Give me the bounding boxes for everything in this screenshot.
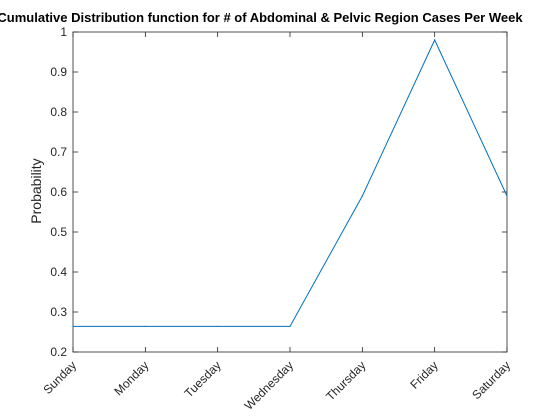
y-tick-label: 0.5 [50, 225, 67, 239]
data-point [289, 325, 291, 327]
x-tick-label: Tuesday [182, 358, 224, 400]
plot-area: 0.2 0.3 0.4 0.5 0.6 0.7 0.8 0.9 1 Sunday Monday Tue… [40, 25, 513, 413]
x-tick-label: Thursday [323, 358, 368, 403]
y-tick-label: 0.6 [50, 185, 67, 199]
x-tick-label: Wednesday [242, 358, 297, 413]
chart-title: Cumulative Distribution function for # o… [0, 10, 523, 25]
y-axis-label: Probability [28, 158, 44, 223]
x-tick-label: Monday [111, 358, 151, 398]
x-tick-label: Friday [407, 358, 440, 391]
y-tick-label: 0.2 [50, 345, 67, 359]
y-tick-label: 0.4 [50, 265, 67, 279]
data-point [506, 195, 508, 197]
data-point [434, 39, 436, 41]
y-tick-label: 0.3 [50, 305, 67, 319]
data-point [217, 325, 219, 327]
data-point [361, 195, 363, 197]
data-point [72, 325, 74, 327]
plot-frame [72, 31, 508, 353]
y-tick-label: 1 [60, 25, 67, 39]
y-tick-label: 0.7 [50, 145, 67, 159]
y-tick-label: 0.9 [50, 65, 67, 79]
x-tick-label: Saturday [469, 358, 513, 402]
data-point [144, 325, 146, 327]
y-tick-label: 0.8 [50, 105, 67, 119]
x-tick-label: Sunday [40, 358, 79, 397]
